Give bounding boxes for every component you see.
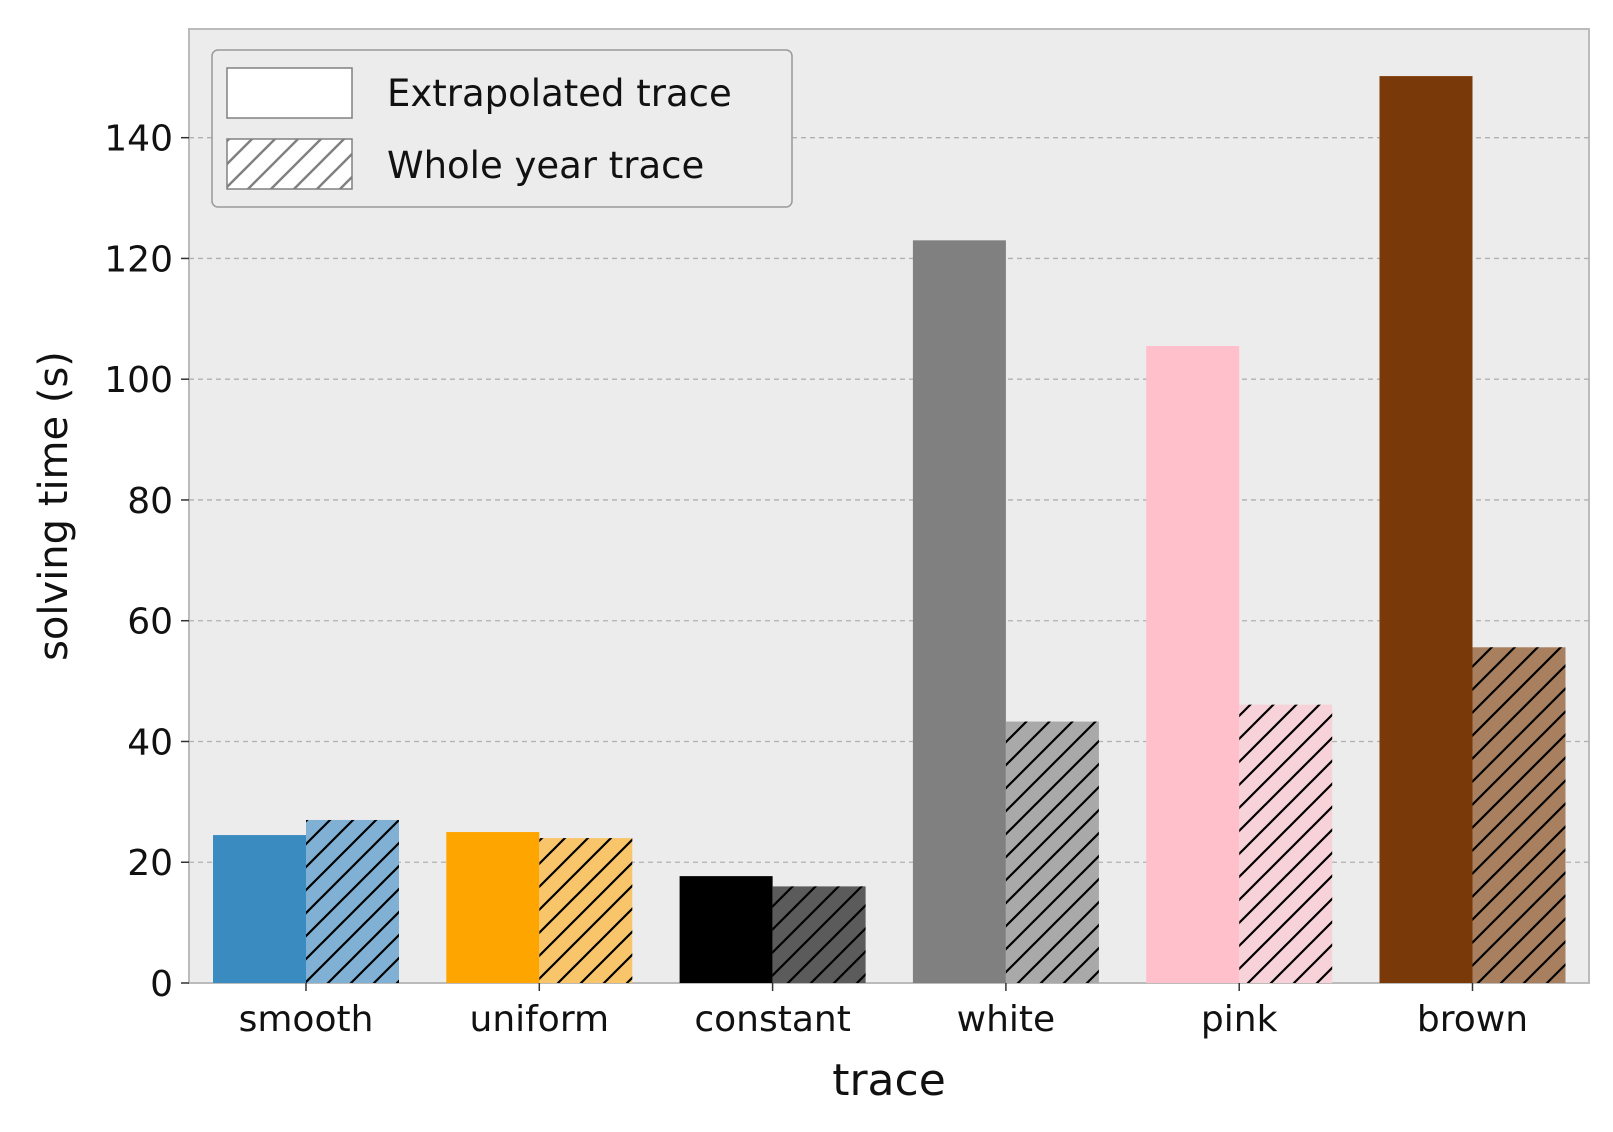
bar-extrapolated-brown	[1379, 76, 1473, 984]
bar-hatch-white	[1005, 721, 1099, 983]
x-axis-label: trace	[832, 1055, 946, 1106]
bar-hatch-uniform	[539, 838, 633, 983]
x-tick-label-uniform: uniform	[470, 999, 610, 1040]
y-tick-label: 140	[104, 119, 173, 160]
x-tick-label-white: white	[957, 999, 1056, 1040]
y-tick-label: 40	[127, 722, 173, 763]
bar-extrapolated-pink	[1146, 345, 1240, 984]
y-axis: 0 20 40 60 80 100 120 140	[104, 119, 189, 1005]
bar-extrapolated-uniform	[446, 832, 540, 983]
bar-hatch-brown	[1472, 647, 1566, 983]
x-axis: smooth uniform constant white pink brown	[239, 983, 1528, 1040]
x-tick-label-constant: constant	[694, 999, 851, 1040]
legend-label-whole-year: Whole year trace	[387, 144, 704, 187]
legend-box	[211, 49, 793, 208]
bar-hatch-smooth	[306, 819, 399, 983]
x-tick-label-pink: pink	[1201, 999, 1278, 1040]
y-tick-label: 0	[150, 964, 173, 1005]
bar-extrapolated-smooth	[213, 835, 306, 983]
x-tick-label-brown: brown	[1417, 999, 1528, 1040]
bars	[213, 76, 1566, 984]
legend: Extrapolated trace Whole year trace	[211, 49, 793, 208]
legend-swatch-solid	[226, 67, 353, 119]
y-tick-label: 80	[127, 481, 173, 522]
bar-extrapolated-constant	[679, 876, 773, 983]
legend-label-extrapolated: Extrapolated trace	[387, 72, 732, 115]
bar-extrapolated-white	[912, 240, 1006, 984]
y-tick-label: 60	[127, 602, 173, 643]
y-tick-label: 20	[127, 843, 173, 884]
y-tick-label: 100	[104, 360, 173, 401]
x-tick-label-smooth: smooth	[239, 999, 374, 1040]
y-tick-label: 120	[104, 239, 173, 280]
legend-swatch-hatch	[226, 138, 353, 190]
bar-hatch-pink	[1239, 704, 1333, 983]
bar-hatch-constant	[772, 886, 866, 983]
y-axis-label: solving time (s)	[31, 351, 77, 661]
